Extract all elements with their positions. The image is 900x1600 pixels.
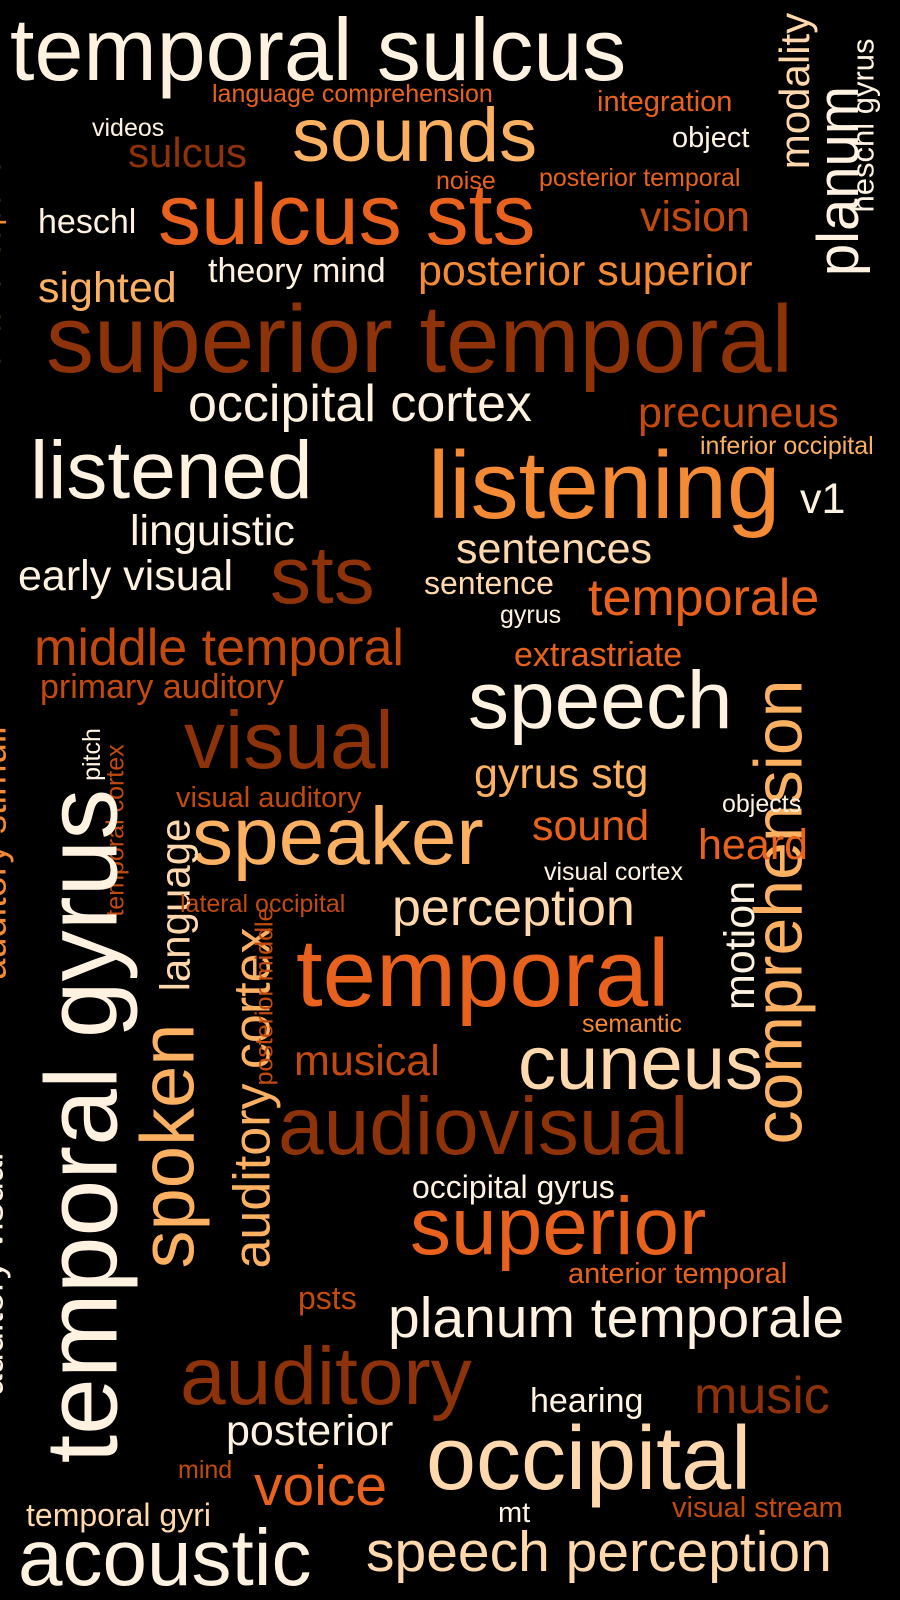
word-semantic: semantic (582, 1010, 683, 1038)
word-sentences: sentences (456, 525, 653, 573)
word-object: object (672, 122, 750, 154)
word-listening: listening (428, 432, 781, 539)
word-sulcus-sts: sulcus sts (158, 167, 536, 263)
word-sts: sts (270, 530, 375, 621)
word-videos: videos (92, 114, 165, 142)
word-speech-perception: speech perception (366, 1520, 832, 1584)
word-heschl: heschl (38, 203, 137, 241)
word-cuneus: cuneus (518, 1021, 764, 1106)
word-mt: mt (498, 1497, 531, 1529)
word-integration: integration (597, 86, 733, 118)
word-psts: psts (298, 1280, 357, 1316)
word-auditory-stimuli: auditory stimuli (0, 726, 15, 980)
word-precuneus: precuneus (638, 389, 839, 437)
word-mind: mind (178, 1456, 233, 1484)
word-sound: sound (532, 802, 650, 850)
word-musical: musical (294, 1037, 440, 1085)
word-anterior-temporal: anterior temporal (568, 1258, 788, 1290)
word-posterior-superior: posterior superior (418, 247, 753, 295)
word-occipital-cortex: occipital cortex (188, 375, 532, 433)
word-spoken: spoken (125, 1023, 211, 1269)
word-anterior-superior: anterior superior (0, 148, 8, 368)
word-early-visual: early visual (18, 552, 234, 600)
word-sounds: sounds (292, 93, 538, 178)
word-visual-stream: visual stream (672, 1492, 843, 1524)
word-voice: voice (254, 1454, 388, 1518)
word-temporal: temporal (296, 920, 670, 1027)
word-music: music (694, 1367, 830, 1425)
word-planum-temporale: planum temporale (388, 1286, 845, 1350)
word-temporale: temporale (588, 569, 820, 627)
word-language-comprehension: language comprehension (212, 80, 493, 108)
word-gyrus-stg: gyrus stg (474, 750, 649, 798)
word-auditory-visual: auditory visual (0, 1152, 12, 1396)
word-objects: objects (722, 790, 802, 818)
word-speaker: speaker (192, 791, 484, 882)
word-linguistic: linguistic (130, 507, 295, 555)
word-motion: motion (716, 880, 765, 1011)
word-temporal-gyrus: temporal gyrus (24, 788, 139, 1464)
word-perception: perception (392, 879, 635, 937)
word-audiovisual: audiovisual (278, 1081, 689, 1172)
word-occipital: occipital (426, 1409, 752, 1509)
word-temporal-sulcus: temporal sulcus (10, 0, 627, 99)
word-temporal-gyri: temporal gyri (26, 1497, 211, 1533)
word-extrastriate: extrastriate (514, 636, 683, 674)
word-acoustic: acoustic (18, 1513, 312, 1600)
word-superior: superior (410, 1181, 707, 1272)
word-noise: noise (436, 167, 496, 195)
word-posterior-temporal: posterior temporal (539, 164, 741, 192)
word-posterior: posterior (226, 1407, 394, 1455)
word-hearing: hearing (530, 1382, 644, 1420)
word-v1: v1 (800, 475, 846, 523)
word-sighted: sighted (38, 264, 177, 312)
word-occipital-gyrus: occipital gyrus (412, 1169, 615, 1205)
word-heard: heard (698, 821, 808, 869)
word-superior-temporal: superior temporal (46, 286, 793, 393)
word-gyrus: gyrus (500, 601, 562, 629)
word-visual-cortex: visual cortex (544, 858, 683, 886)
word-listened: listened (30, 425, 313, 516)
word-posterior-middle: posterior middle (250, 907, 279, 1086)
word-lateral-occipital: lateral occipital (180, 890, 346, 918)
word-planum: planum (806, 85, 872, 277)
word-vision: vision (640, 193, 750, 241)
word-sentence: sentence (424, 565, 554, 601)
word-auditory: auditory (180, 1331, 472, 1422)
word-theory-mind: theory mind (208, 252, 386, 290)
word-middle-temporal: middle temporal (34, 619, 404, 677)
word-speech: speech (468, 655, 733, 746)
word-visual: visual (184, 695, 394, 786)
word-inferior-occipital: inferior occipital (700, 432, 874, 460)
word-primary-auditory: primary auditory (40, 668, 284, 706)
word-sulcus: sulcus (128, 129, 248, 176)
word-visual-auditory: visual auditory (176, 782, 362, 814)
